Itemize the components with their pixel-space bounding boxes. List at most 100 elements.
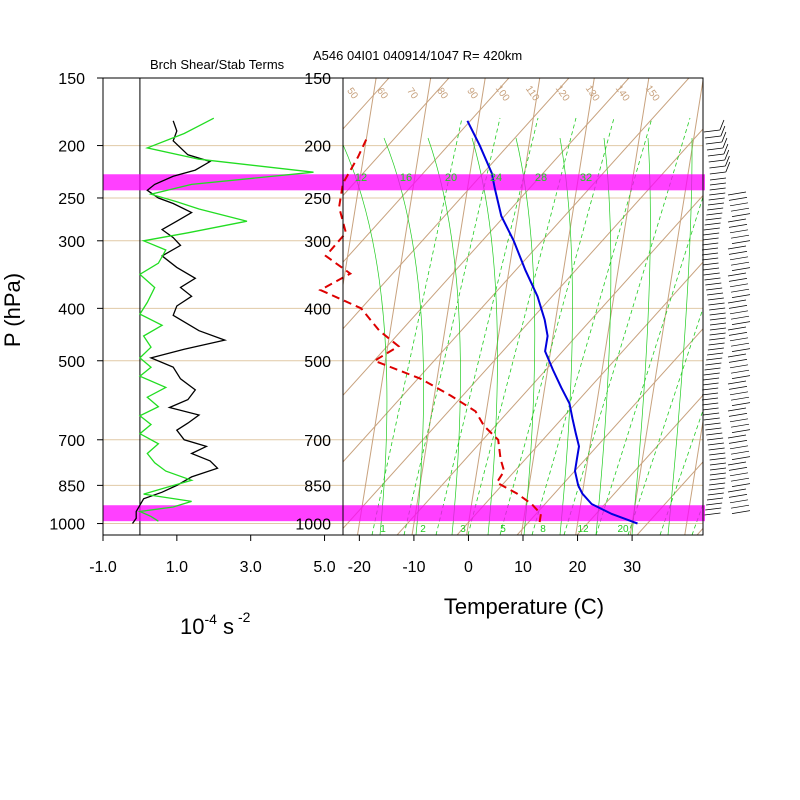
wind-barb xyxy=(702,237,719,241)
wind-barb xyxy=(704,222,721,226)
wind-barb xyxy=(709,332,726,336)
wind-barb xyxy=(706,212,723,216)
wind-barb xyxy=(706,357,723,361)
wind-barb xyxy=(730,207,750,212)
wind-barb xyxy=(727,380,747,385)
pressure-tick-label: 850 xyxy=(58,478,85,495)
dry-adiabat-line xyxy=(343,78,510,263)
wind-barb-flag xyxy=(725,155,730,167)
wind-barb xyxy=(731,294,751,298)
wind-barb xyxy=(728,332,748,336)
wind-barb xyxy=(705,282,722,286)
dry-adiabat-line xyxy=(576,394,703,535)
dry-adiabat-line xyxy=(343,78,690,463)
mixing-ratio-line xyxy=(595,195,703,535)
shear-tick-label: 3.0 xyxy=(240,559,262,576)
mixing-ratio-line xyxy=(627,307,703,535)
wind-barb xyxy=(703,232,720,236)
wind-barb xyxy=(703,372,720,376)
wind-barb xyxy=(702,402,719,406)
dry-adiabat-line xyxy=(456,261,703,535)
isotherm-line xyxy=(411,78,486,535)
wind-barb xyxy=(709,467,727,471)
wind-barb xyxy=(709,187,726,191)
wind-barb-flag xyxy=(719,119,725,131)
pressure-tick-label: 150 xyxy=(304,71,331,88)
pressure-tick-label: 1000 xyxy=(295,517,331,534)
wind-barb xyxy=(706,292,724,296)
wind-barb xyxy=(728,494,748,498)
wind-barb xyxy=(709,327,726,331)
temperature-tick-label: -20 xyxy=(348,559,371,576)
dry-adiabat-line xyxy=(396,194,703,535)
wind-barb xyxy=(727,272,747,277)
wind-barb xyxy=(728,224,748,228)
pressure-tick-label: 700 xyxy=(58,433,85,450)
mixing-ratio-label: 24 xyxy=(490,172,502,184)
wind-barb xyxy=(731,267,751,271)
wind-barb xyxy=(728,197,748,201)
wind-barb xyxy=(709,317,726,321)
mixing-ratio-line xyxy=(403,117,501,535)
mixing-ratio-label: 20 xyxy=(445,172,457,184)
wind-barb xyxy=(731,483,751,487)
wind-barb xyxy=(702,257,719,261)
mixing-ratio-label: 12 xyxy=(355,172,367,184)
pressure-tick-label: 850 xyxy=(304,478,331,495)
wind-barb xyxy=(709,307,726,311)
isotherm-line xyxy=(794,78,800,535)
wind-barb xyxy=(730,396,750,401)
wind-barb xyxy=(709,171,726,175)
wind-barbs xyxy=(701,119,751,516)
wind-barb xyxy=(707,297,724,301)
wind-barb xyxy=(701,397,719,401)
stability-term-line xyxy=(137,117,314,522)
wind-barb xyxy=(730,504,750,509)
wind-barb xyxy=(730,423,750,428)
wind-barb xyxy=(709,482,726,486)
wind-barb xyxy=(729,418,749,423)
mixing-ratio-line xyxy=(563,117,691,535)
wind-barb xyxy=(729,283,749,288)
wind-barb xyxy=(709,337,726,341)
wind-barb xyxy=(707,352,724,356)
wind-barb xyxy=(728,467,748,471)
isotherm-line xyxy=(466,78,541,535)
isotherm-line xyxy=(684,418,703,535)
pressure-tick-label: 200 xyxy=(304,139,331,156)
wind-barb xyxy=(709,472,726,476)
wind-barb xyxy=(729,202,749,207)
wind-barb xyxy=(727,353,747,358)
wind-barb xyxy=(728,305,748,309)
dry-adiabat-line xyxy=(763,18,800,595)
wind-barb xyxy=(701,392,719,396)
dry-adiabat-line xyxy=(343,78,450,197)
pressure-tick-label: 300 xyxy=(304,234,331,251)
wind-barb xyxy=(729,391,749,396)
wind-barb xyxy=(708,159,725,163)
pressure-tick-label: 1000 xyxy=(49,517,85,534)
mixing-ratio-line xyxy=(691,503,703,535)
temperature-tick-label: 0 xyxy=(464,559,473,576)
mixing-ratio-label: 16 xyxy=(400,172,412,184)
wind-barb xyxy=(703,227,720,231)
wind-barb xyxy=(708,447,725,451)
wind-barb xyxy=(727,407,747,412)
pressure-tick-label: 250 xyxy=(304,191,331,208)
wind-barb xyxy=(707,492,724,496)
mixing-ratio-bottom-label: 2 xyxy=(420,524,426,535)
wind-barb xyxy=(727,326,747,331)
pressure-tick-label: 500 xyxy=(58,354,85,371)
mixing-ratio-bottom-label: 8 xyxy=(540,524,546,535)
wind-barb xyxy=(731,510,751,514)
theta-label: 50 xyxy=(344,86,360,102)
wind-barb xyxy=(709,457,726,461)
wind-barb xyxy=(728,359,748,363)
right-panel-title: A546 04I01 040914/1047 R= 420km xyxy=(313,48,522,63)
wind-barb xyxy=(707,437,724,441)
pressure-tick-label: 500 xyxy=(304,354,331,371)
theta-label: 60 xyxy=(374,86,390,102)
wind-barb xyxy=(730,288,750,293)
wind-barb xyxy=(707,202,725,206)
